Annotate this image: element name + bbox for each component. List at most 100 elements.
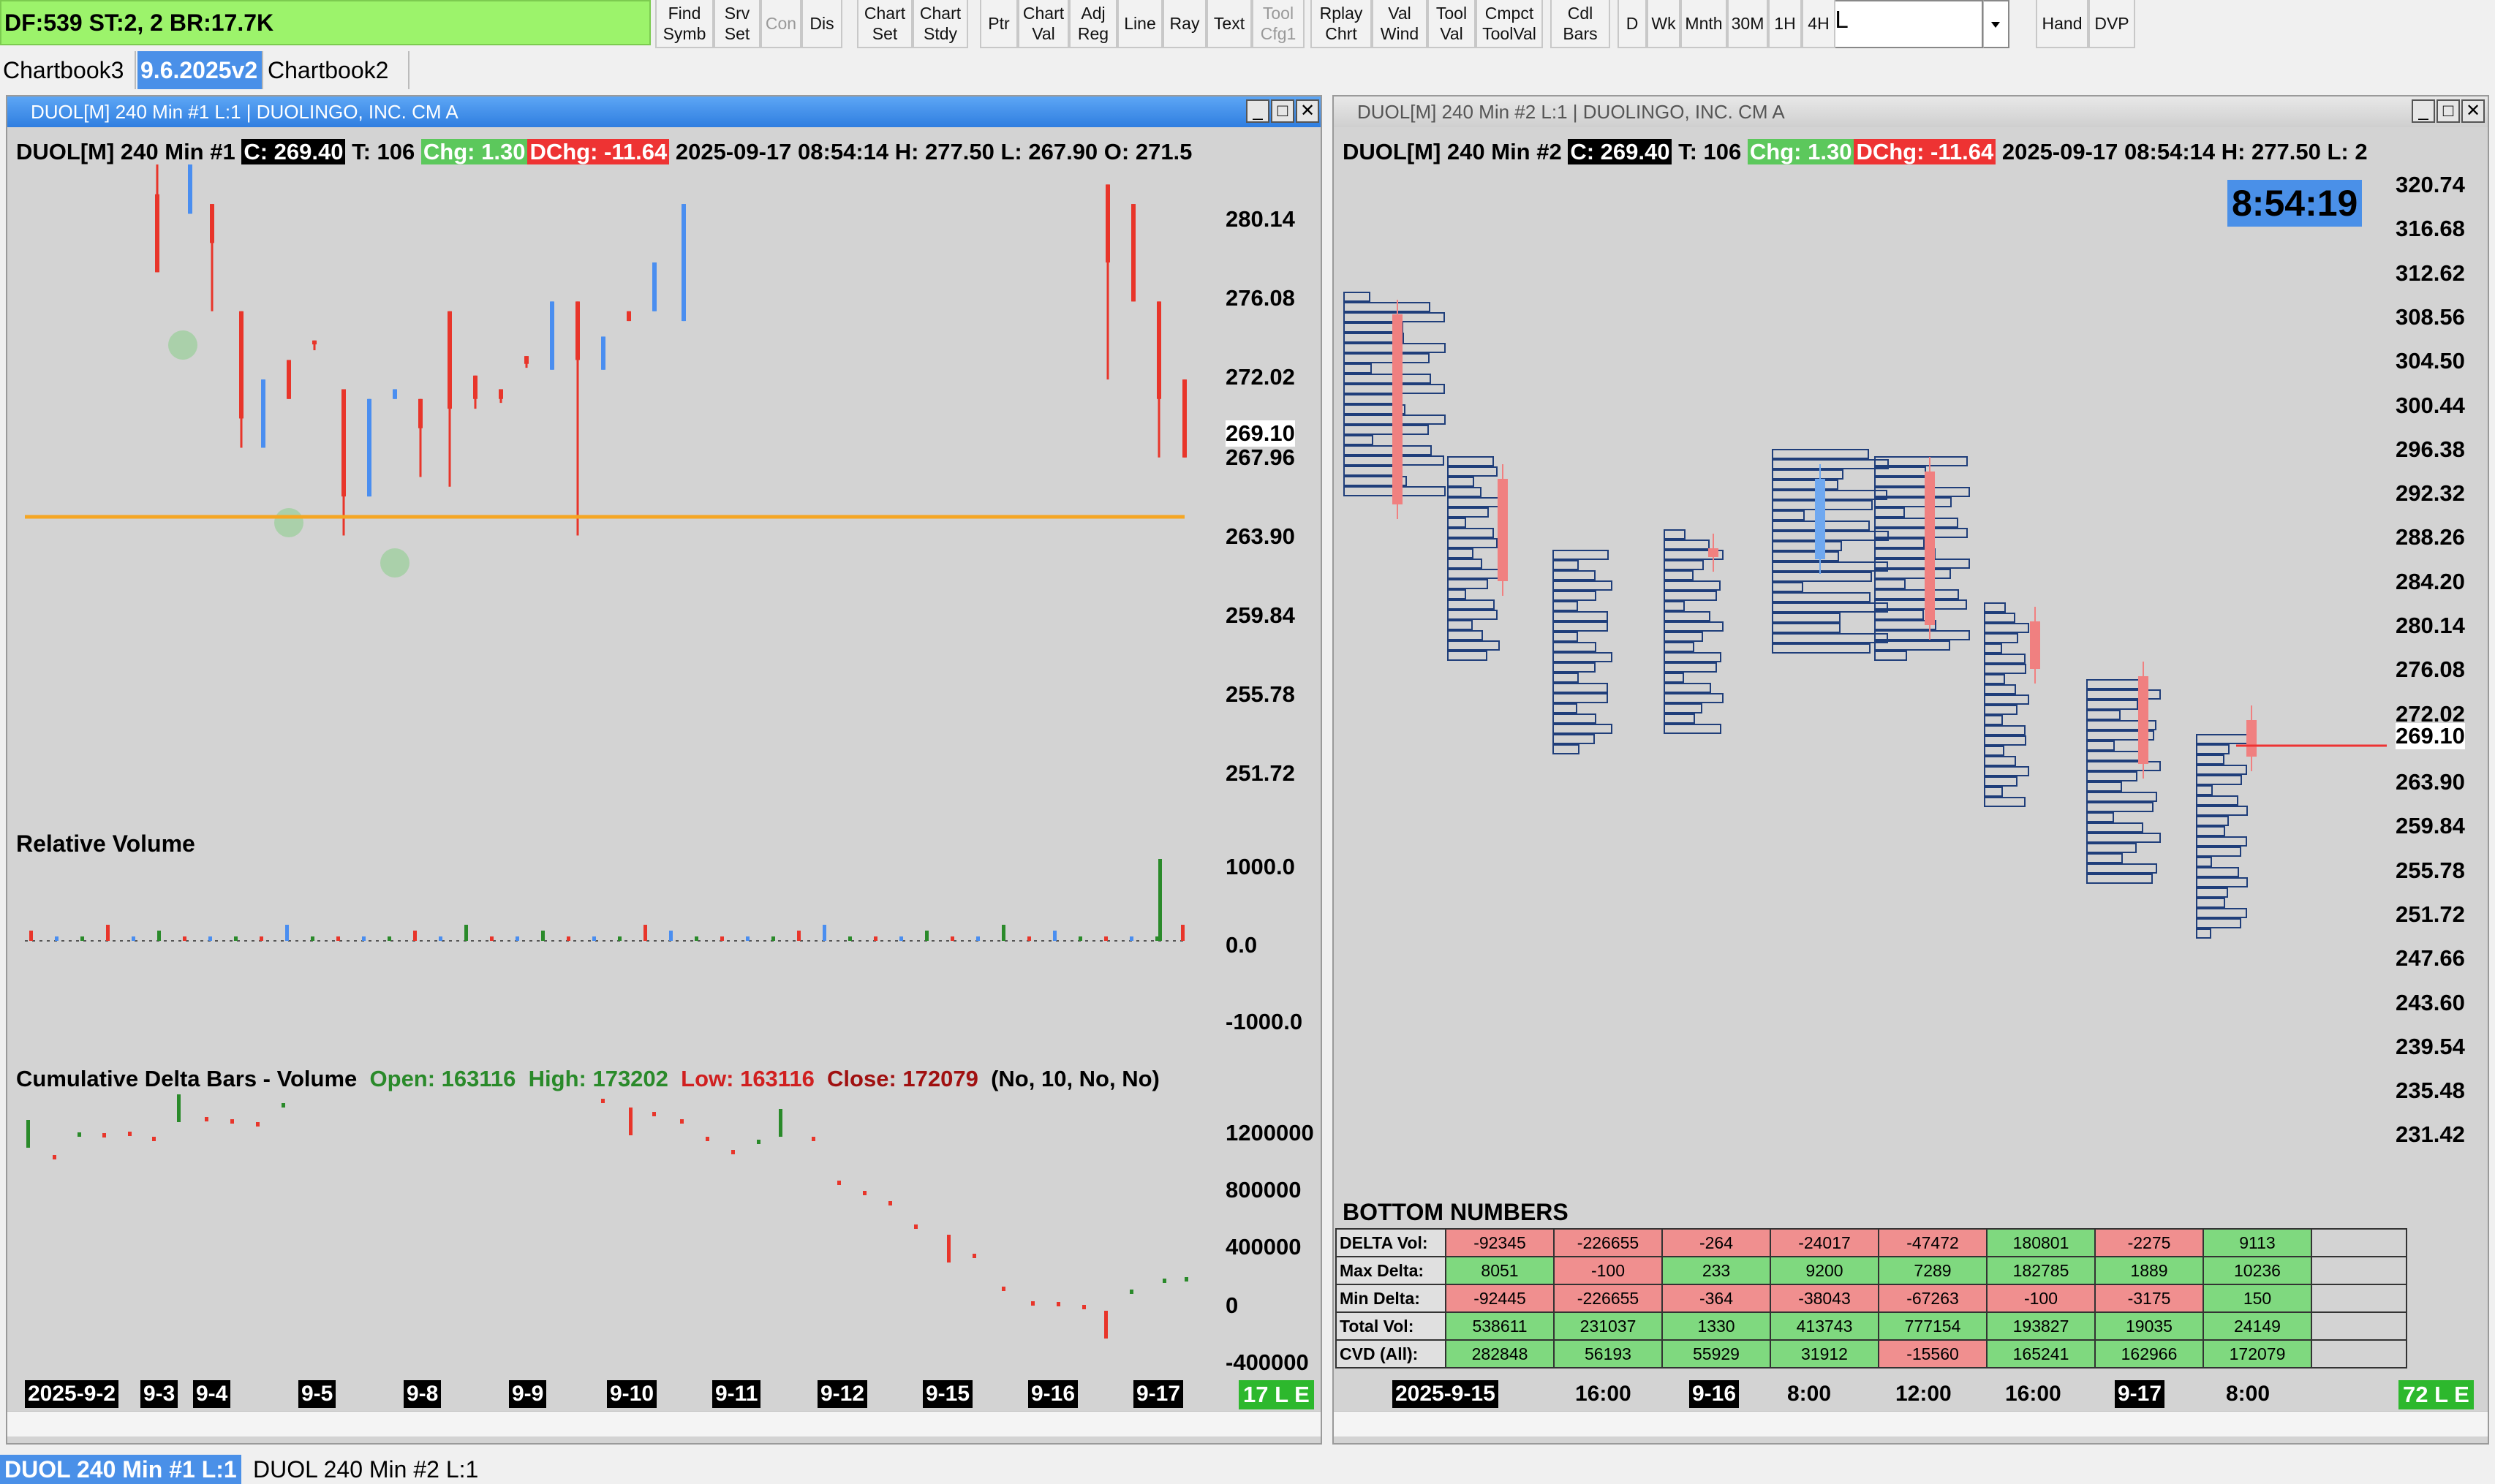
toolbar-button-cdl-bars[interactable]: Cdl Bars [1550, 0, 1610, 48]
toolbar-button-mnth[interactable]: Mnth [1680, 0, 1727, 48]
window-titlebar-2[interactable]: DUOL[M] 240 Min #2 L:1 | DUOLINGO, INC. … [1334, 96, 2488, 127]
volume-profile-bar [1552, 642, 1596, 652]
minimize-icon[interactable]: _ [2412, 99, 2435, 123]
time-tick-label: 9-15 [923, 1380, 973, 1408]
horizontal-scrollbar-1[interactable] [7, 1411, 1321, 1436]
hand-button[interactable]: Hand [2036, 0, 2088, 48]
toolbar-button-tool-cfg1[interactable]: Tool Cfg1 [1252, 0, 1305, 48]
price-tick-label: 263.90 [2396, 769, 2465, 795]
toolbar-button-chart-set[interactable]: Chart Set [857, 0, 913, 48]
rv-bar [669, 931, 673, 941]
clock-display: 8:54:19 [2227, 180, 2363, 227]
toolbar-button-adj-reg[interactable]: Adj Reg [1069, 0, 1117, 48]
volume-profile-bar [1552, 550, 1609, 560]
table-cell: 9113 [2203, 1228, 2312, 1257]
cd-bar [1057, 1302, 1060, 1306]
candle-body [239, 311, 244, 419]
candle-body [1182, 379, 1187, 458]
toolbar-button-ray[interactable]: Ray [1163, 0, 1207, 48]
toolbar-button-d[interactable]: D [1618, 0, 1647, 48]
cd-bar [152, 1137, 156, 1141]
rv-bar [464, 925, 468, 941]
table-cell: 162966 [2094, 1339, 2204, 1368]
toolbar-button-label: D [1626, 14, 1639, 33]
toolbar-button-srv-set[interactable]: Srv Set [714, 0, 760, 48]
volume-profile-bar [1552, 703, 1577, 713]
toolbar-button-ptr[interactable]: Ptr [980, 0, 1018, 48]
toolbar-button-1h[interactable]: 1H [1768, 0, 1802, 48]
minimize-icon[interactable]: _ [1246, 99, 1269, 123]
close-icon[interactable]: ✕ [1296, 99, 1319, 123]
chart-tab-2[interactable]: DUOL 240 Min #2 L:1 [253, 1456, 479, 1483]
window-titlebar[interactable]: DUOL[M] 240 Min #1 L:1 | DUOLINGO, INC. … [7, 96, 1321, 127]
toolbar-button-val-wind[interactable]: Val Wind [1372, 0, 1427, 48]
volume-profile-bar [1984, 623, 2029, 633]
price-tick-label: 255.78 [1226, 681, 1295, 707]
volume-profile-bar [1447, 518, 1466, 528]
volume-profile-bar [2196, 887, 2228, 898]
toolbar-button-con[interactable]: Con [760, 0, 801, 48]
price-tick-label: 276.08 [2396, 656, 2465, 683]
symbol-dropdown-button[interactable] [1983, 0, 2009, 48]
toolbar-button-dis[interactable]: Dis [801, 0, 842, 48]
time-tick-label: 9-8 [404, 1380, 442, 1408]
dvp-button[interactable]: DVP [2088, 0, 2135, 48]
toolbar-button-label: Chart [1022, 4, 1065, 23]
volume-profile-bar [1664, 724, 1721, 734]
volume-profile-bar [1984, 654, 2026, 664]
table-cell: 538611 [1445, 1311, 1555, 1341]
toolbar-button-4h[interactable]: 4H [1802, 0, 1835, 48]
toolbar-button-line[interactable]: Line [1117, 0, 1163, 48]
toolbar-button-label: Mnth [1685, 14, 1723, 33]
volume-profile-bar [2196, 806, 2248, 816]
cd-bar [1104, 1311, 1108, 1339]
chartbook-tab-1[interactable]: Chartbook3 [0, 51, 136, 89]
maximize-icon[interactable]: □ [2437, 99, 2460, 123]
table-cell: 7289 [1878, 1256, 1988, 1285]
price-tick-label: 288.26 [2396, 524, 2465, 550]
table-cell: 19035 [2094, 1311, 2204, 1341]
rv-bar [285, 925, 289, 941]
volume-profile-bar [1772, 480, 1838, 490]
chart-1-plot[interactable] [7, 164, 1221, 1378]
chartbook-tab-3[interactable]: Chartbook2 [265, 51, 409, 89]
toolbar-button-cmpct-toolval[interactable]: Cmpct ToolVal [1476, 0, 1543, 48]
toolbar-button-rplay-chrt[interactable]: Rplay Chrt [1310, 0, 1372, 48]
volume-profile-bar [1984, 633, 2018, 643]
volume-profile-bar [1664, 652, 1721, 662]
maximize-icon[interactable]: □ [1271, 99, 1294, 123]
rv-bar [874, 936, 877, 941]
toolbar-button-find-symb[interactable]: Find Symb [655, 0, 714, 48]
table-cell-empty [2311, 1339, 2407, 1368]
toolbar-button-30m[interactable]: 30M [1727, 0, 1768, 48]
toolbar-button-tool-val[interactable]: Tool Val [1427, 0, 1476, 48]
volume-profile-bar [1343, 404, 1405, 414]
header-stats-2: 2025-09-17 08:54:14 H: 277.50 L: 2 [2001, 139, 2368, 164]
toolbar-button-text[interactable]: Text [1207, 0, 1252, 48]
horizontal-scrollbar-2[interactable] [1334, 1411, 2488, 1436]
cd-bar [837, 1181, 841, 1185]
toolbar-button-chart-val[interactable]: Chart Val [1018, 0, 1069, 48]
rv-bar [976, 936, 980, 941]
rv-bar [183, 936, 186, 941]
volume-profile-bar [1447, 528, 1494, 538]
toolbar-button-wk[interactable]: Wk [1647, 0, 1680, 48]
volume-profile-bar [2086, 853, 2123, 863]
chartbook-tab-active[interactable]: 9.6.2025v2 [137, 51, 263, 89]
close-icon[interactable]: ✕ [2461, 99, 2485, 123]
volume-profile-bar [1984, 776, 2017, 787]
toolbar-button-chart-stdy[interactable]: Chart Stdy [913, 0, 968, 48]
price-tick-label: 312.62 [2396, 260, 2465, 286]
table-cell: -100 [1553, 1256, 1663, 1285]
rv-bar [899, 936, 903, 941]
toolbar-button-label: Stdy [923, 24, 958, 43]
chart-2-plot[interactable] [1334, 164, 2387, 1378]
time-tick-label: 9-16 [1028, 1380, 1079, 1408]
rv-bar [208, 936, 212, 941]
cd-bar [680, 1119, 684, 1124]
table-cell: -92345 [1445, 1228, 1555, 1257]
price-tick-label: 247.66 [2396, 945, 2465, 972]
candle-body [1815, 479, 1825, 559]
chart-tab-1[interactable]: DUOL 240 Min #1 L:1 [0, 1455, 241, 1484]
volume-profile-bar [1772, 561, 1888, 572]
